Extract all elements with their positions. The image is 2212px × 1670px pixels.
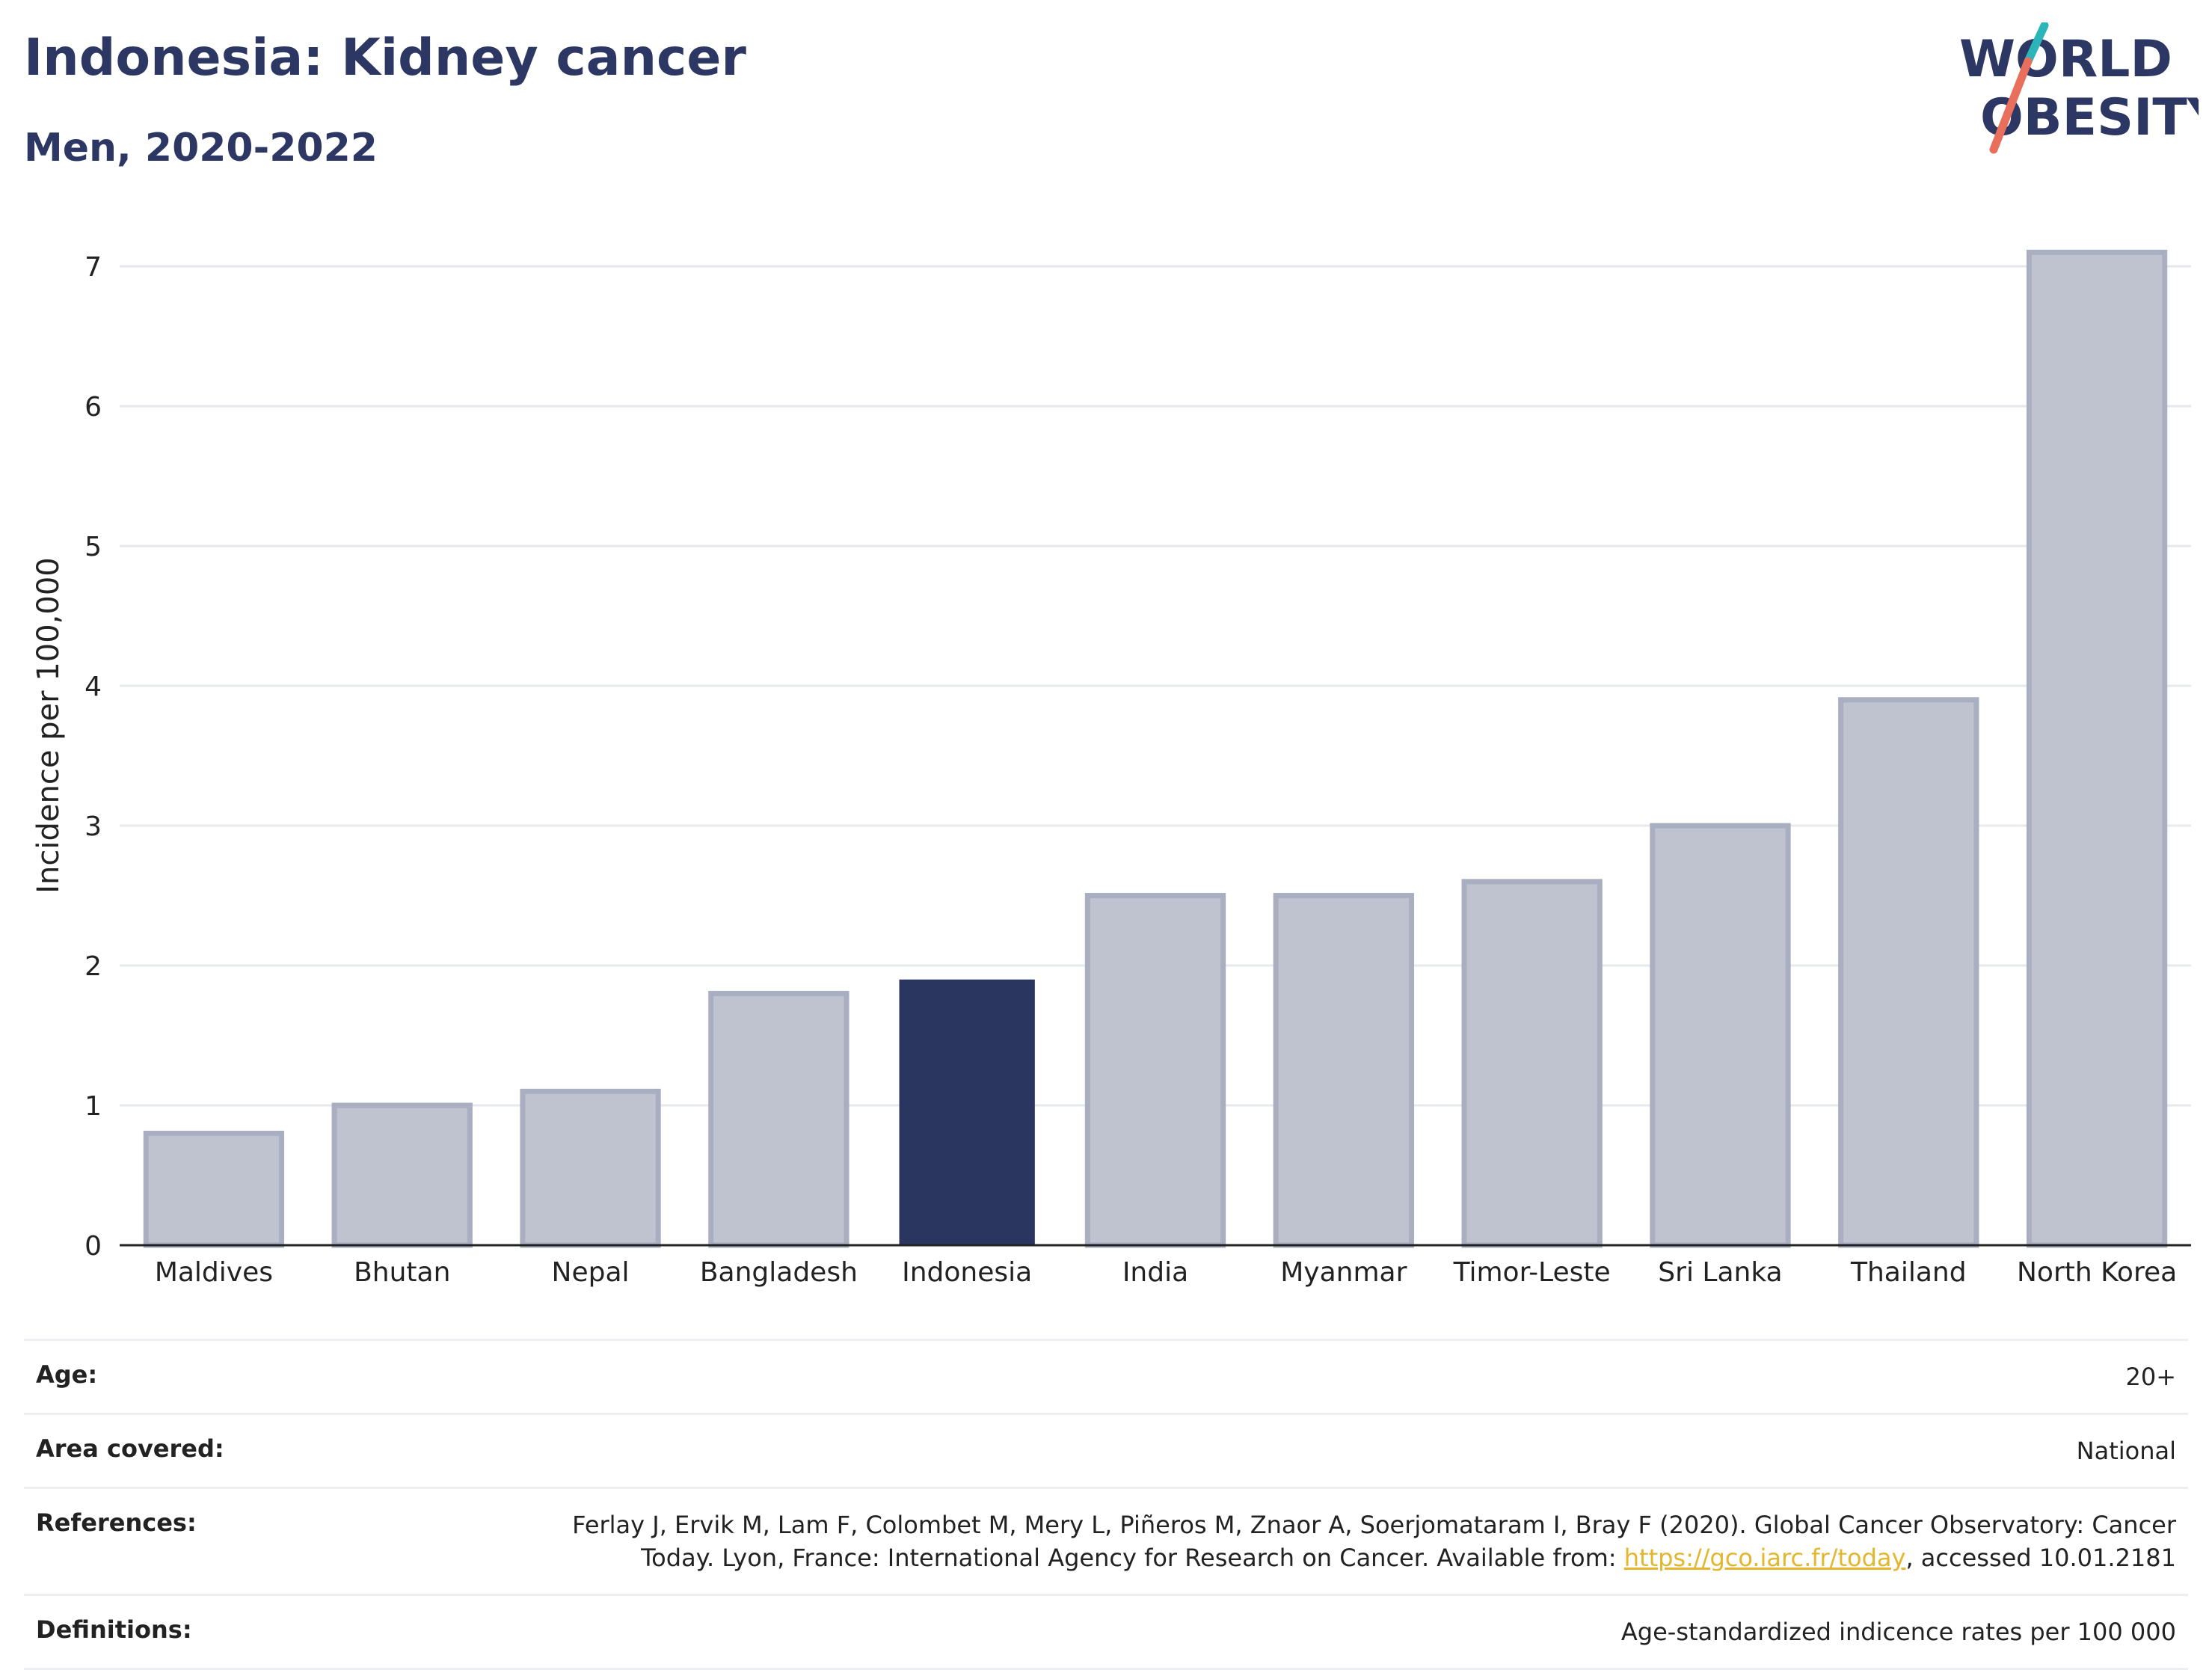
metadata-table: Age: 20+ Area covered: National Referenc… [24, 1339, 2188, 1670]
bar-sri-lanka [1650, 823, 1791, 1248]
x-tick-label: Sri Lanka [1658, 1257, 1782, 1288]
x-tick-label: Bangladesh [700, 1257, 858, 1288]
chart-subtitle: Men, 2020-2022 [24, 126, 378, 171]
y-axis-title: Incidence per 100,000 [31, 557, 66, 894]
bar-nepal [520, 1088, 661, 1248]
bar-bhutan [331, 1102, 473, 1248]
bar-north-korea [2026, 249, 2168, 1248]
meta-row-age: Age: 20+ [24, 1339, 2188, 1414]
meta-row-definitions: Definitions: Age-standardized indicence … [24, 1594, 2188, 1670]
y-tick-label: 1 [85, 1091, 102, 1122]
x-tick-label: Maldives [155, 1257, 273, 1288]
chart-title: Indonesia: Kidney cancer [24, 28, 746, 88]
bar-indonesia [899, 979, 1035, 1245]
meta-age-label: Age: [24, 1339, 347, 1414]
y-tick-label: 7 [85, 252, 102, 283]
x-tick-label: India [1122, 1257, 1188, 1288]
x-tick-label: North Korea [2017, 1257, 2177, 1288]
meta-area-label: Area covered: [24, 1413, 347, 1488]
logo-slash-coral [1989, 57, 2033, 154]
y-tick-label: 0 [85, 1231, 102, 1262]
x-tick-label: Bhutan [354, 1257, 450, 1288]
bar-myanmar [1273, 893, 1414, 1248]
bar-timor-leste [1461, 879, 1603, 1248]
meta-row-references: References: Ferlay J, Ervik M, Lam F, Co… [24, 1487, 2188, 1595]
meta-references-value: Ferlay J, Ervik M, Lam F, Colombet M, Me… [347, 1487, 2188, 1595]
y-tick-label: 5 [85, 532, 102, 562]
y-tick-label: 4 [85, 672, 102, 702]
axes: 0 1 2 3 4 5 6 7 Maldives Bhutan Nepal Bangladesh Ind… [85, 252, 2191, 1288]
meta-age-value: 20+ [347, 1339, 2188, 1414]
bars [143, 249, 2168, 1248]
meta-area-value: National [347, 1413, 2188, 1488]
meta-row-area: Area covered: National [24, 1413, 2188, 1488]
references-text-line1: Ferlay J, Ervik M, Lam F, Colombet M, Me… [572, 1511, 2176, 1539]
x-tick-label: Timor-Leste [1453, 1257, 1611, 1288]
bar-bangladesh [708, 990, 850, 1248]
logo-text-world: WORLD [1959, 30, 2172, 89]
bar-chart: 0 1 2 3 4 5 6 7 Maldives Bhutan Nepal Bangladesh Ind… [31, 249, 2191, 1288]
references-text-line3: , accessed 10.01.2181 [1905, 1544, 2176, 1572]
bar-maldives [143, 1130, 285, 1248]
meta-definitions-label: Definitions: [24, 1594, 347, 1670]
world-obesity-logo: WORLD OBESITY [1959, 22, 2199, 154]
bar-india [1084, 893, 1226, 1248]
y-tick-label: 3 [85, 811, 102, 842]
y-tick-label: 6 [85, 392, 102, 423]
logo-slash-teal [2024, 22, 2049, 66]
x-tick-label: Thailand [1850, 1257, 1967, 1288]
bar-thailand [1838, 697, 1979, 1248]
y-tick-label: 2 [85, 951, 102, 982]
meta-definitions-value: Age-standardized indicence rates per 100… [347, 1594, 2188, 1670]
x-tick-label: Indonesia [902, 1257, 1032, 1288]
x-tick-label: Nepal [552, 1257, 630, 1288]
x-tick-label: Myanmar [1280, 1257, 1407, 1288]
references-link[interactable]: https://gco.iarc.fr/today [1623, 1544, 1906, 1572]
meta-references-label: References: [24, 1487, 347, 1595]
references-text-line2: Today. Lyon, France: International Agenc… [641, 1544, 1617, 1572]
